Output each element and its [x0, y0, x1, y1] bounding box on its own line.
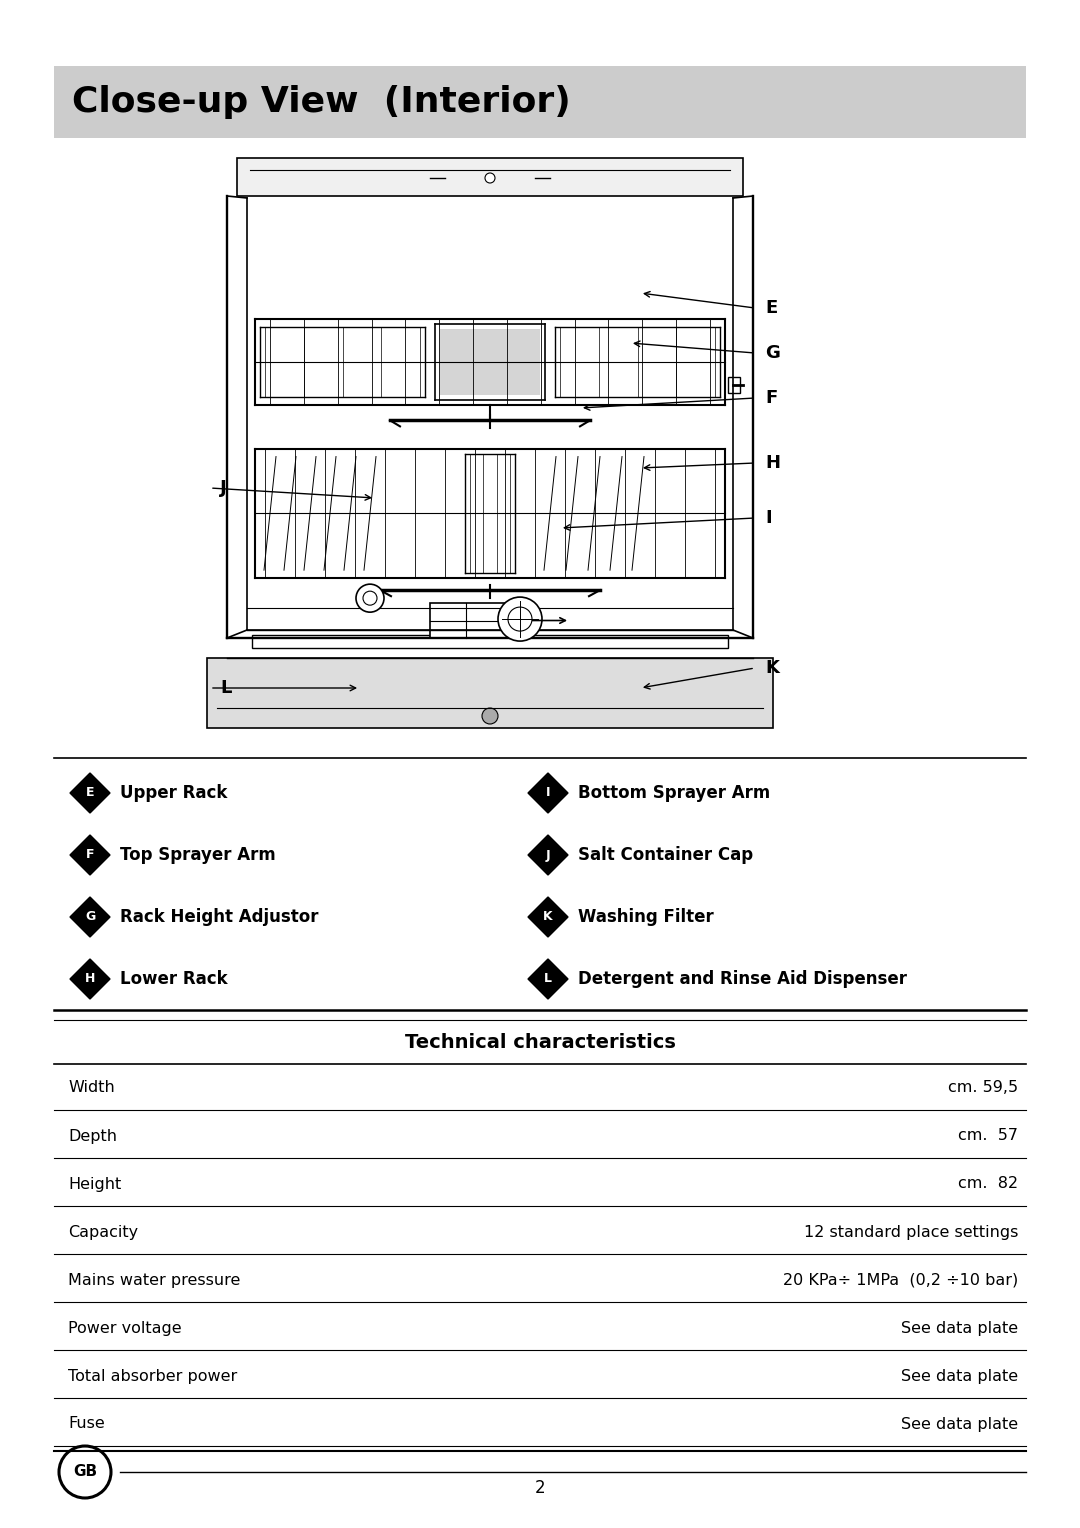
Polygon shape [528, 960, 568, 999]
Text: See data plate: See data plate [901, 1320, 1018, 1335]
FancyBboxPatch shape [252, 636, 728, 648]
Circle shape [498, 597, 542, 642]
Polygon shape [440, 329, 540, 396]
Text: I: I [545, 787, 550, 799]
Circle shape [363, 591, 377, 605]
Text: Total absorber power: Total absorber power [68, 1369, 238, 1383]
Polygon shape [528, 834, 568, 876]
Text: Detergent and Rinse Aid Dispenser: Detergent and Rinse Aid Dispenser [578, 970, 907, 989]
Text: Fuse: Fuse [68, 1416, 105, 1432]
Text: H: H [85, 972, 95, 986]
Text: G: G [85, 911, 95, 923]
FancyBboxPatch shape [728, 377, 740, 393]
Text: cm.  82: cm. 82 [958, 1177, 1018, 1192]
Text: Upper Rack: Upper Rack [120, 784, 228, 802]
Text: Height: Height [68, 1177, 121, 1192]
FancyBboxPatch shape [430, 604, 510, 639]
Text: cm.  57: cm. 57 [958, 1129, 1018, 1143]
Text: 12 standard place settings: 12 standard place settings [804, 1224, 1018, 1239]
Text: 20 KPa÷ 1MPa  (0,2 ÷10 bar): 20 KPa÷ 1MPa (0,2 ÷10 bar) [783, 1273, 1018, 1288]
Text: Capacity: Capacity [68, 1224, 138, 1239]
Text: GB: GB [73, 1464, 97, 1479]
Text: E: E [85, 787, 94, 799]
Circle shape [508, 607, 532, 631]
Text: Power voltage: Power voltage [68, 1320, 181, 1335]
Text: Depth: Depth [68, 1129, 117, 1143]
Text: K: K [543, 911, 553, 923]
Text: See data plate: See data plate [901, 1369, 1018, 1383]
FancyBboxPatch shape [207, 659, 773, 727]
Text: cm. 59,5: cm. 59,5 [948, 1080, 1018, 1096]
Text: Bottom Sprayer Arm: Bottom Sprayer Arm [578, 784, 770, 802]
Text: Washing Filter: Washing Filter [578, 908, 714, 926]
Text: See data plate: See data plate [901, 1416, 1018, 1432]
Text: E: E [765, 299, 778, 316]
Circle shape [485, 173, 495, 183]
Polygon shape [70, 834, 110, 876]
Circle shape [482, 707, 498, 724]
Text: Top Sprayer Arm: Top Sprayer Arm [120, 847, 275, 863]
Polygon shape [528, 897, 568, 937]
Text: L: L [544, 972, 552, 986]
Polygon shape [70, 960, 110, 999]
Text: Mains water pressure: Mains water pressure [68, 1273, 241, 1288]
Polygon shape [237, 157, 743, 196]
Text: G: G [765, 344, 780, 362]
Text: Lower Rack: Lower Rack [120, 970, 228, 989]
Polygon shape [70, 773, 110, 813]
Text: J: J [545, 848, 551, 862]
Text: Width: Width [68, 1080, 114, 1096]
Circle shape [356, 584, 384, 613]
Text: 2: 2 [535, 1479, 545, 1497]
Polygon shape [70, 897, 110, 937]
Text: K: K [765, 659, 779, 677]
FancyBboxPatch shape [54, 66, 1026, 138]
Text: Salt Container Cap: Salt Container Cap [578, 847, 753, 863]
Text: F: F [85, 848, 94, 862]
Text: I: I [765, 509, 771, 527]
Text: F: F [765, 390, 778, 406]
Polygon shape [528, 773, 568, 813]
Text: J: J [220, 478, 227, 497]
Text: Close-up View  (Interior): Close-up View (Interior) [72, 86, 570, 119]
Text: H: H [765, 454, 780, 472]
Text: L: L [220, 678, 231, 697]
Text: Rack Height Adjustor: Rack Height Adjustor [120, 908, 319, 926]
Text: Technical characteristics: Technical characteristics [405, 1033, 675, 1051]
